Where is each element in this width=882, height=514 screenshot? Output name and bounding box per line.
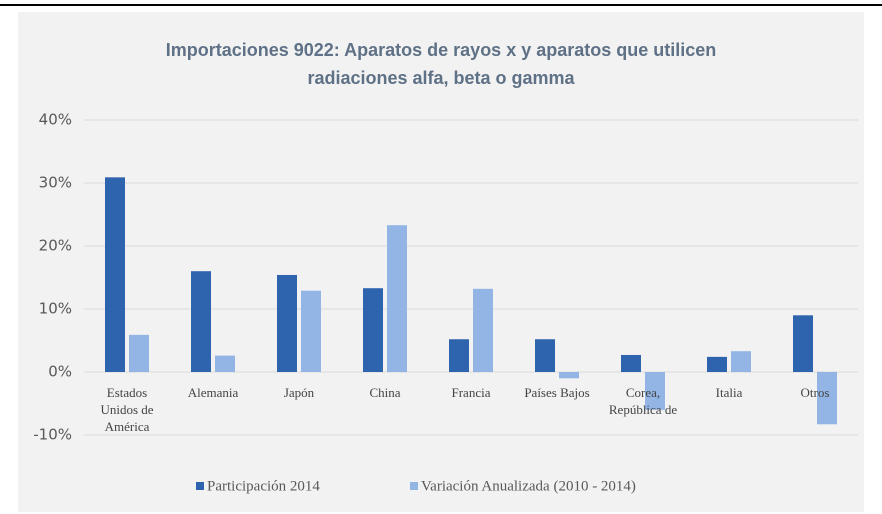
bar xyxy=(473,288,493,372)
bar xyxy=(793,315,813,372)
bar xyxy=(535,339,555,372)
x-tick-label: China xyxy=(369,385,401,400)
x-tick-label: Países Bajos xyxy=(524,385,590,400)
y-tick-label: 40% xyxy=(39,111,72,129)
bar xyxy=(215,355,235,372)
x-tick-label: Corea, República de xyxy=(608,385,678,417)
bar xyxy=(707,356,727,372)
x-tick-label: Italia xyxy=(715,385,743,400)
legend-swatch xyxy=(196,482,204,490)
legend-label: Variación Anualizada (2010 - 2014) xyxy=(421,478,636,494)
bar xyxy=(621,354,641,372)
y-tick-label: 0% xyxy=(48,363,72,381)
x-tick-label: Japón xyxy=(283,385,315,400)
bar xyxy=(449,339,469,372)
y-tick-label: -10% xyxy=(33,426,72,444)
x-tick-label: Francia xyxy=(451,385,491,400)
bar xyxy=(129,334,149,372)
chart-background xyxy=(18,12,864,512)
x-tick-label: Alemania xyxy=(187,385,239,400)
bar xyxy=(645,372,665,410)
legend-swatch xyxy=(410,482,418,490)
bar xyxy=(387,225,407,372)
bar xyxy=(191,271,211,372)
bar xyxy=(301,290,321,372)
x-tick-label: Otros xyxy=(800,385,830,400)
chart-title: Importaciones 9022: Aparatos de rayos x … xyxy=(165,40,717,88)
bar xyxy=(731,351,751,372)
x-tick-label: Estados Unidos de América xyxy=(100,385,154,434)
bar xyxy=(559,372,579,379)
bar xyxy=(277,274,297,372)
legend-label: Participación 2014 xyxy=(207,478,320,494)
bar xyxy=(817,372,837,425)
bar xyxy=(105,177,125,372)
y-tick-label: 10% xyxy=(39,300,72,318)
y-tick-label: 20% xyxy=(39,237,72,255)
y-tick-label: 30% xyxy=(39,174,72,192)
bar xyxy=(363,288,383,372)
